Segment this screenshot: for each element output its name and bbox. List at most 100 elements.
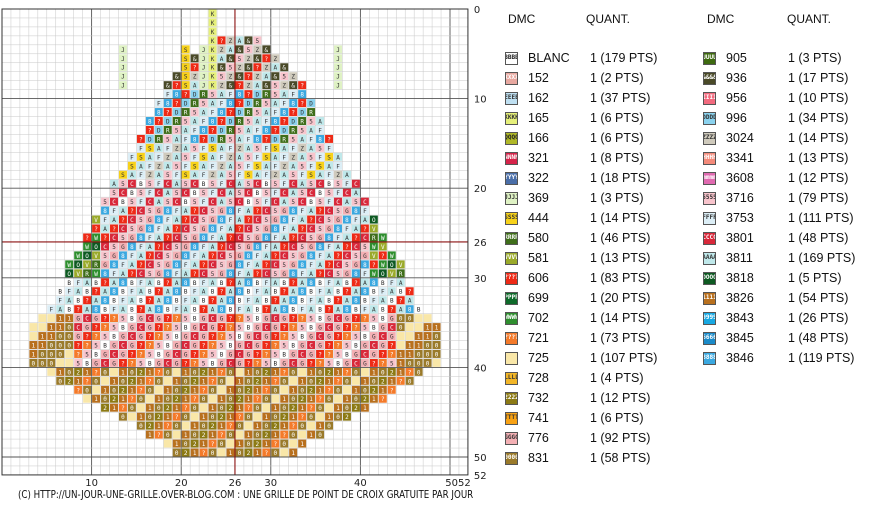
svg-text:5: 5 xyxy=(211,92,215,99)
svg-text:G: G xyxy=(220,208,224,215)
svg-text:G: G xyxy=(238,360,242,367)
svg-text:F: F xyxy=(175,307,179,314)
svg-text:A: A xyxy=(336,280,340,287)
svg-text:?: ? xyxy=(211,334,215,341)
svg-text:2: 2 xyxy=(166,405,170,412)
svg-text:W: W xyxy=(76,253,80,260)
svg-text:5: 5 xyxy=(229,199,233,206)
svg-text:5: 5 xyxy=(220,262,224,269)
svg-text:5: 5 xyxy=(148,271,152,278)
svg-text:B: B xyxy=(130,280,134,287)
legend-row-741: TTTT 741 1 (6 PTS) xyxy=(505,410,644,426)
legend-quantity: 1 (79 PTS) xyxy=(788,191,849,205)
svg-text:W: W xyxy=(67,262,71,269)
svg-text:0: 0 xyxy=(318,432,322,439)
svg-text:?: ? xyxy=(211,378,215,385)
svg-text:B: B xyxy=(157,351,161,358)
svg-text:F: F xyxy=(193,154,197,161)
svg-text:5: 5 xyxy=(130,199,134,206)
svg-text:0: 0 xyxy=(193,432,197,439)
legend-swatch: ZZZZ xyxy=(703,131,716,145)
svg-text:?: ? xyxy=(309,217,313,224)
svg-text:5: 5 xyxy=(157,262,161,269)
svg-text:V: V xyxy=(372,226,376,233)
legend-row-728: LLLL 728 1 (4 PTS) xyxy=(505,370,644,386)
svg-text:?: ? xyxy=(175,414,179,421)
svg-text:?: ? xyxy=(282,432,286,439)
svg-text:C: C xyxy=(121,342,125,349)
svg-text:C: C xyxy=(229,244,233,251)
svg-text:0: 0 xyxy=(426,360,430,367)
svg-text:?: ? xyxy=(282,118,286,125)
svg-text:B: B xyxy=(121,199,125,206)
svg-text:?: ? xyxy=(354,325,358,332)
svg-text:A: A xyxy=(85,280,89,287)
svg-text:C: C xyxy=(318,334,322,341)
svg-text:?: ? xyxy=(238,414,242,421)
svg-text:0: 0 xyxy=(148,414,152,421)
svg-text:A: A xyxy=(139,253,143,260)
svg-text:Z: Z xyxy=(291,74,295,81)
svg-text:1: 1 xyxy=(139,378,143,385)
svg-text:8: 8 xyxy=(202,127,206,134)
svg-text:D: D xyxy=(220,127,224,134)
svg-text:B: B xyxy=(211,360,215,367)
svg-text:1: 1 xyxy=(318,387,322,394)
svg-text:?: ? xyxy=(291,110,295,117)
svg-text:G: G xyxy=(121,244,125,251)
svg-text:Z: Z xyxy=(211,172,215,179)
svg-text:5: 5 xyxy=(166,172,170,179)
svg-text:?: ? xyxy=(256,360,260,367)
svg-text:C: C xyxy=(103,244,107,251)
svg-text:5: 5 xyxy=(148,181,152,188)
svg-text:5: 5 xyxy=(211,181,215,188)
legend-quantity: 1 (73 PTS) xyxy=(590,331,651,345)
legend-quantity: 1 (6 PTS) xyxy=(590,411,644,425)
svg-text:A: A xyxy=(220,172,224,179)
svg-text:1: 1 xyxy=(247,369,251,376)
legend-swatch: YYYY xyxy=(505,171,518,185)
svg-text:A: A xyxy=(345,298,349,305)
svg-text:B: B xyxy=(157,280,161,287)
svg-text:5: 5 xyxy=(300,244,304,251)
svg-text:0: 0 xyxy=(166,369,170,376)
svg-text:1: 1 xyxy=(300,441,304,448)
svg-text:G: G xyxy=(345,316,349,323)
svg-text:D: D xyxy=(184,101,188,108)
svg-text:A: A xyxy=(318,262,322,269)
svg-text:0: 0 xyxy=(49,342,53,349)
svg-text:A: A xyxy=(139,289,143,296)
svg-text:J: J xyxy=(336,56,340,63)
svg-text:C: C xyxy=(363,351,367,358)
svg-text:?: ? xyxy=(408,369,412,376)
svg-text:A: A xyxy=(166,289,170,296)
svg-text:B: B xyxy=(363,298,367,305)
svg-text:G: G xyxy=(318,235,322,242)
svg-text:5: 5 xyxy=(166,136,170,143)
svg-text:F: F xyxy=(318,253,322,260)
svg-text:?: ? xyxy=(121,217,125,224)
legend-dmc-code: 580 xyxy=(528,231,549,245)
svg-text:1: 1 xyxy=(49,325,53,332)
svg-text:A: A xyxy=(354,190,358,197)
right-tick-label: 40 xyxy=(474,363,487,374)
svg-text:A: A xyxy=(291,163,295,170)
svg-text:B: B xyxy=(58,289,62,296)
svg-text:F: F xyxy=(256,253,260,260)
svg-text:R: R xyxy=(399,271,403,278)
svg-text:C: C xyxy=(282,253,286,260)
svg-text:5: 5 xyxy=(256,226,260,233)
svg-text:B: B xyxy=(318,316,322,323)
legend-quantity: 1 (46 PTS) xyxy=(590,231,651,245)
svg-text:A: A xyxy=(148,307,152,314)
svg-text:5: 5 xyxy=(166,253,170,260)
svg-text:8: 8 xyxy=(273,118,277,125)
svg-text:C: C xyxy=(103,360,107,367)
legend-quantity: 1 (2 PTS) xyxy=(590,71,644,85)
svg-text:8: 8 xyxy=(309,280,313,287)
svg-text:1: 1 xyxy=(166,414,170,421)
svg-text:0: 0 xyxy=(121,414,125,421)
svg-text:?: ? xyxy=(148,127,152,134)
svg-text:0: 0 xyxy=(41,351,45,358)
right-tick-label: 26 xyxy=(474,238,487,249)
